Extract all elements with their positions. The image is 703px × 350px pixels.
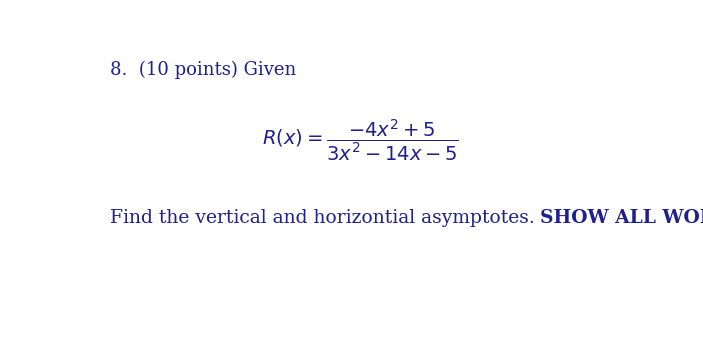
Text: $R(x) = \dfrac{-4x^2 + 5}{3x^2 - 14x - 5}$: $R(x) = \dfrac{-4x^2 + 5}{3x^2 - 14x - 5… — [262, 118, 459, 163]
Text: 8.  (10 points) Given: 8. (10 points) Given — [110, 61, 296, 79]
Text: Find the vertical and horizontial asymptotes.: Find the vertical and horizontial asympt… — [110, 209, 541, 227]
Text: SHOW ALL WORK!: SHOW ALL WORK! — [541, 209, 703, 227]
